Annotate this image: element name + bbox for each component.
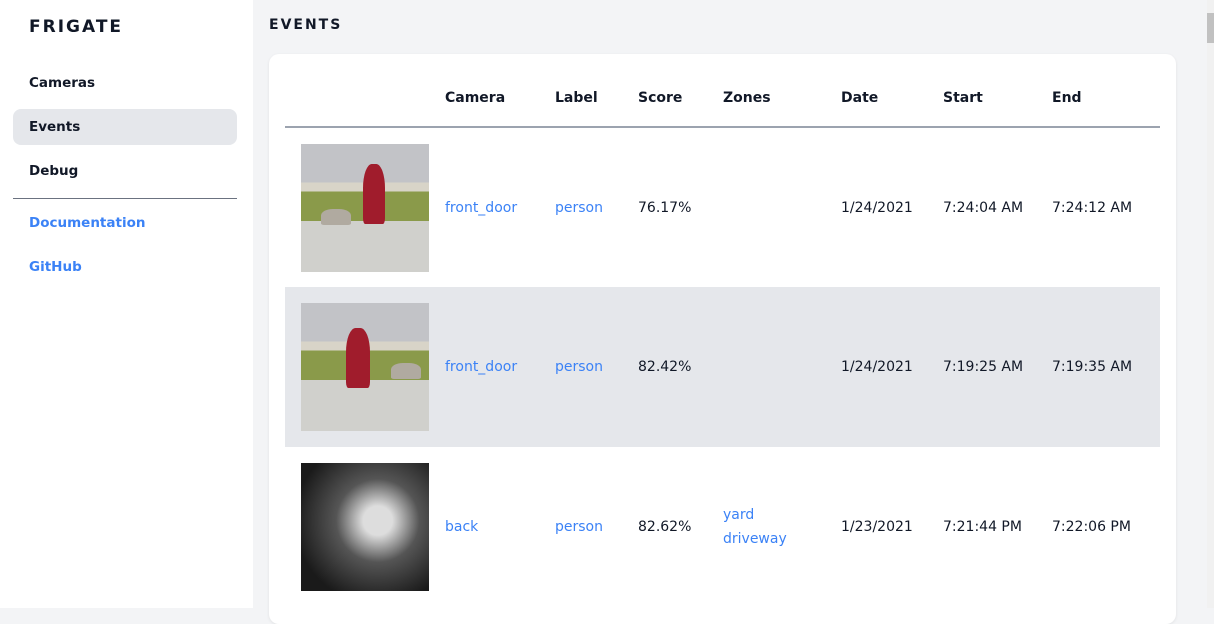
header-start: Start [943, 54, 1052, 128]
table-header: Camera Label Score Zones Date Start End [285, 54, 1160, 128]
score: 82.42% [638, 287, 723, 447]
date: 1/24/2021 [841, 287, 943, 447]
event-thumbnail[interactable] [301, 463, 429, 591]
header-label: Label [555, 54, 638, 128]
logo: FRIGATE [29, 17, 124, 37]
start-time: 7:24:04 AM [943, 199, 1024, 216]
header-zones: Zones [723, 54, 841, 128]
page-title: EVENTS [269, 17, 343, 33]
start-time: 7:21:44 PM [943, 519, 1022, 535]
zone-link[interactable]: yard [723, 507, 755, 523]
label-link[interactable]: person [555, 519, 603, 535]
events-table: Camera Label Score Zones Date Start End … [285, 54, 1160, 607]
end-time: 7:22:06 PM [1052, 519, 1131, 535]
sidebar-divider [13, 198, 237, 199]
header-score: Score [638, 54, 723, 128]
camera-link[interactable]: back [445, 519, 479, 535]
table-row[interactable]: front_door person 82.42% 1/24/2021 7:19:… [285, 287, 1160, 447]
camera-link[interactable]: front_door [445, 199, 518, 216]
sidebar-item-debug[interactable]: Debug [29, 163, 79, 179]
header-date: Date [841, 54, 943, 128]
table-row[interactable]: front_door person 76.17% 1/24/2021 7:24:… [285, 127, 1160, 287]
header-thumbnail [285, 54, 445, 128]
end-time: 7:19:35 AM [1052, 287, 1160, 447]
header-end: End [1052, 54, 1160, 128]
sidebar-item-events[interactable]: Events [13, 109, 237, 145]
score: 76.17% [638, 199, 692, 216]
camera-link[interactable]: front_door [445, 287, 555, 447]
zones: yard driveway [723, 447, 841, 607]
documentation-link[interactable]: Documentation [29, 215, 146, 231]
sidebar-item-cameras[interactable]: Cameras [29, 75, 96, 91]
zones [723, 287, 841, 447]
events-card: Camera Label Score Zones Date Start End … [269, 54, 1176, 624]
zone-link[interactable]: driveway [723, 531, 787, 547]
event-thumbnail[interactable] [301, 303, 429, 431]
date: 1/23/2021 [841, 519, 913, 535]
start-time: 7:19:25 AM [943, 287, 1052, 447]
event-thumbnail[interactable] [301, 143, 429, 272]
scrollbar-thumb[interactable] [1207, 13, 1214, 43]
end-time: 7:24:12 AM [1052, 199, 1133, 216]
zones [723, 127, 841, 287]
table-row[interactable]: back person 82.62% yard driveway 1/23/202… [285, 447, 1160, 607]
date: 1/24/2021 [841, 199, 913, 216]
score: 82.62% [638, 519, 692, 535]
header-camera: Camera [445, 54, 555, 128]
sidebar: FRIGATE Cameras Events Debug Documentati… [0, 0, 253, 608]
label-link[interactable]: person [555, 287, 638, 447]
scrollbar[interactable] [1207, 0, 1214, 608]
github-link[interactable]: GitHub [29, 259, 82, 275]
label-link[interactable]: person [555, 199, 603, 216]
